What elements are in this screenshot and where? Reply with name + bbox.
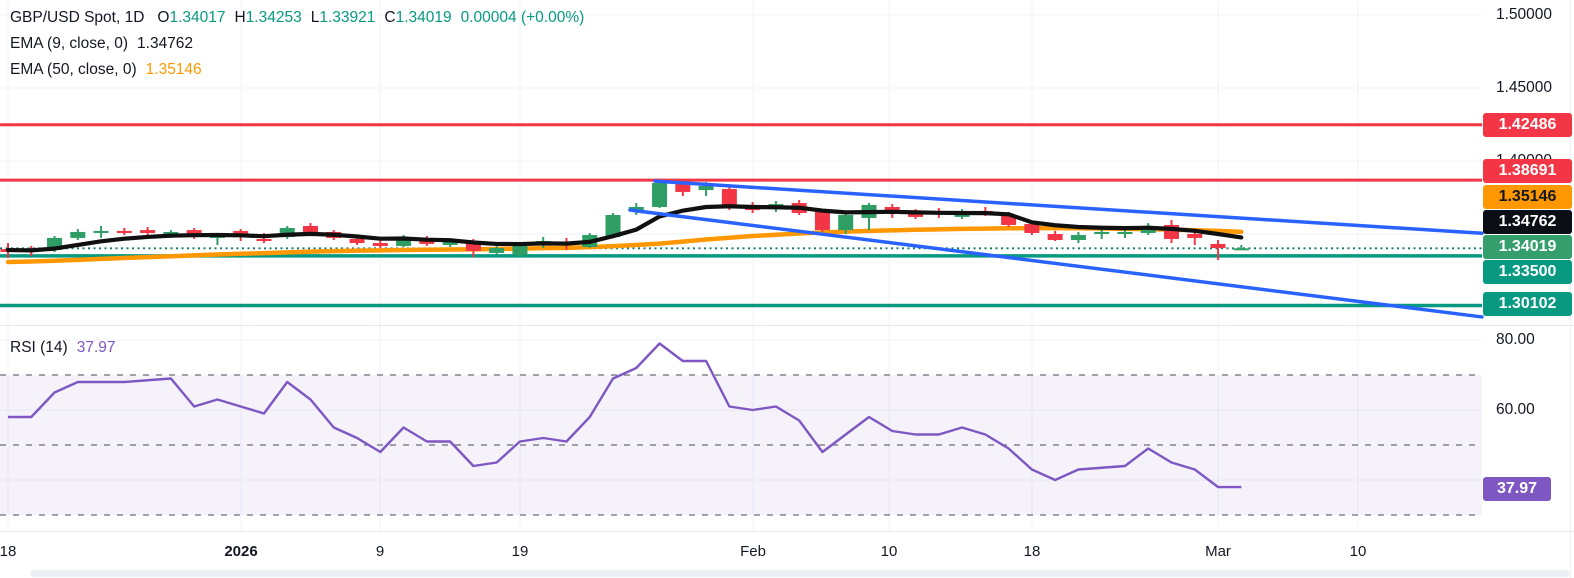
candle-body[interactable]	[186, 230, 202, 236]
symbol-legend[interactable]: GBP/USD Spot, 1D O 1.34017 H 1.34253 L 1.33…	[10, 9, 584, 27]
candle-body[interactable]	[1140, 226, 1156, 233]
time-axis-label: 18	[1023, 543, 1041, 560]
candle-body[interactable]	[1001, 215, 1017, 225]
price-level-badge: 1.42486	[1483, 113, 1572, 137]
indicator-legend-ema9[interactable]: EMA (9, close, 0) 1.34762	[10, 35, 193, 53]
rsi-axis-label: 60.00	[1496, 401, 1535, 418]
price-axis-label: 1.50000	[1496, 6, 1553, 23]
indicator-legend-ema50[interactable]: EMA (50, close, 0) 1.35146	[10, 61, 202, 79]
price-levels[interactable]	[0, 123, 1482, 308]
panel-separator[interactable]	[0, 325, 1574, 326]
trendlines[interactable]	[628, 179, 1484, 319]
trendline[interactable]	[653, 179, 1484, 236]
time-axis-label: 10	[880, 543, 898, 560]
rsi-value: 37.97	[76, 339, 116, 356]
time-axis-label: Mar	[1205, 543, 1231, 560]
time-axis-label: 18	[0, 543, 17, 560]
ema50-label[interactable]: EMA (50, close, 0)	[10, 61, 137, 78]
ema9-value: 1.34762	[137, 35, 194, 52]
candle-body[interactable]	[698, 185, 714, 191]
candle-body[interactable]	[256, 238, 272, 242]
ohlc-close: C 1.34019	[384, 9, 452, 26]
candle-body[interactable]	[1187, 234, 1203, 238]
rsi-zone	[0, 374, 1482, 516]
time-axis-label: 10	[1349, 543, 1367, 560]
indicator-legend-rsi[interactable]: RSI (14) 37.97	[10, 339, 116, 357]
candle-body[interactable]	[396, 237, 412, 246]
candle-body[interactable]	[372, 243, 388, 246]
ohlc-low: L 1.33921	[310, 9, 376, 26]
price-level-badge: 1.33500	[1483, 260, 1572, 284]
ohlc-high: H 1.34253	[234, 9, 302, 26]
candle-body[interactable]	[140, 230, 156, 233]
candle-body[interactable]	[489, 248, 505, 253]
candle-body[interactable]	[303, 225, 319, 232]
time-axis-separator	[0, 531, 1574, 532]
time-axis-label: 19	[511, 543, 529, 560]
price-level-badge: 1.35146	[1483, 185, 1572, 209]
time-axis-label: 9	[375, 543, 385, 560]
trendline[interactable]	[628, 208, 1484, 319]
candle-body[interactable]	[465, 241, 481, 251]
price-axis-label: 1.45000	[1496, 79, 1553, 96]
candle-body[interactable]	[1210, 243, 1226, 249]
candle-body[interactable]	[93, 230, 109, 233]
time-axis-label: 2026	[224, 543, 258, 560]
candle-body[interactable]	[1117, 231, 1133, 234]
rsi-label[interactable]: RSI (14)	[10, 339, 68, 356]
price-level-badge: 1.38691	[1483, 159, 1572, 183]
rsi-axis-label: 80.00	[1496, 331, 1535, 348]
candle-body[interactable]	[675, 183, 691, 192]
ema9-line[interactable]	[5, 204, 1244, 253]
rsi-value-badge: 37.97	[1483, 477, 1551, 501]
candle-body[interactable]	[605, 215, 621, 238]
candle-body[interactable]	[279, 228, 295, 238]
price-level-badge: 1.34762	[1483, 210, 1572, 234]
candle-body[interactable]	[349, 238, 365, 244]
candle-body[interactable]	[838, 215, 854, 231]
candle-body[interactable]	[70, 231, 86, 238]
symbol-title[interactable]: GBP/USD Spot, 1D	[10, 9, 145, 26]
rsi-line[interactable]	[8, 342, 1242, 489]
right-edge-border	[1570, 0, 1571, 578]
price-level-badge: 1.34019	[1483, 235, 1572, 259]
ohlc-change: 0.00004 (+0.00%)	[460, 9, 585, 26]
candle-body[interactable]	[442, 241, 458, 245]
candle-body[interactable]	[1233, 248, 1249, 251]
candle-body[interactable]	[652, 183, 668, 207]
ema9-label[interactable]: EMA (9, close, 0)	[10, 35, 129, 52]
candle-body[interactable]	[163, 231, 179, 236]
candle-body[interactable]	[1047, 234, 1063, 240]
ema50-value: 1.35146	[145, 61, 202, 78]
candle-body[interactable]	[116, 230, 132, 233]
candle-body[interactable]	[512, 243, 528, 256]
horizontal-scrollbar[interactable]	[30, 570, 1570, 577]
candle-body[interactable]	[1094, 231, 1110, 234]
candle-body[interactable]	[628, 206, 644, 211]
price-level-badge: 1.30102	[1483, 292, 1572, 316]
candle-body[interactable]	[814, 211, 830, 231]
ohlc-open: O 1.34017	[157, 9, 226, 26]
candle-body[interactable]	[1024, 223, 1040, 233]
candle-body[interactable]	[721, 189, 737, 209]
time-axis-label: Feb	[740, 543, 766, 560]
candle-body[interactable]	[1070, 235, 1086, 240]
